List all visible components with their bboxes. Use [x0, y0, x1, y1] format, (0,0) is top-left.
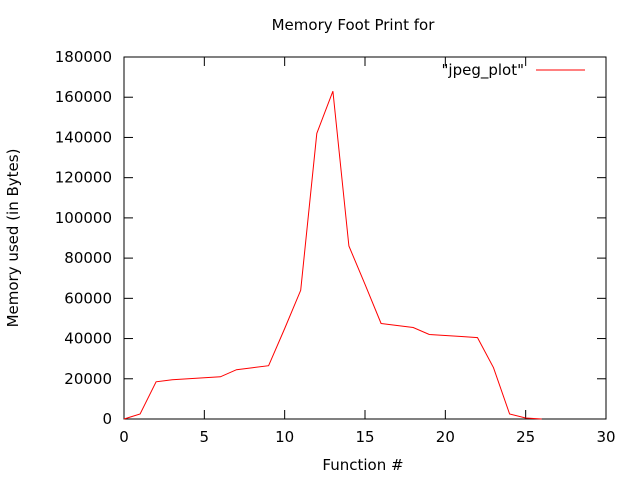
- y-tick-label: 140000: [55, 128, 112, 146]
- y-tick-label: 180000: [55, 48, 112, 66]
- y-tick-label: 20000: [64, 370, 112, 388]
- x-tick-label: 0: [119, 428, 129, 446]
- y-tick-label: 100000: [55, 209, 112, 227]
- x-tick-label: 30: [596, 428, 615, 446]
- axes: 0 5 10 15 20 25 30 0 20000 40000 60000 80000 100000 1…: [55, 48, 616, 446]
- y-tick-label: 60000: [64, 289, 112, 307]
- series-line-jpeg-plot: [123, 91, 542, 420]
- y-axis-label: Memory used (in Bytes): [4, 149, 22, 328]
- y-tick-label: 160000: [55, 88, 112, 106]
- x-tick-label: 5: [200, 428, 210, 446]
- y-tick-label: 0: [102, 410, 112, 428]
- x-tick-label: 25: [516, 428, 535, 446]
- y-tick-label: 120000: [55, 169, 112, 187]
- plot-frame: [123, 56, 607, 420]
- x-tick-label: 10: [275, 428, 294, 446]
- legend-label: "jpeg_plot": [442, 61, 525, 80]
- y-tick-label: 40000: [64, 330, 112, 348]
- legend: "jpeg_plot": [442, 61, 585, 80]
- y-tick-label: 80000: [64, 249, 112, 267]
- x-axis-label: Function #: [322, 456, 403, 474]
- x-tick-label: 20: [436, 428, 455, 446]
- x-tick-label: 15: [355, 428, 374, 446]
- chart-title: Memory Foot Print for: [272, 16, 436, 34]
